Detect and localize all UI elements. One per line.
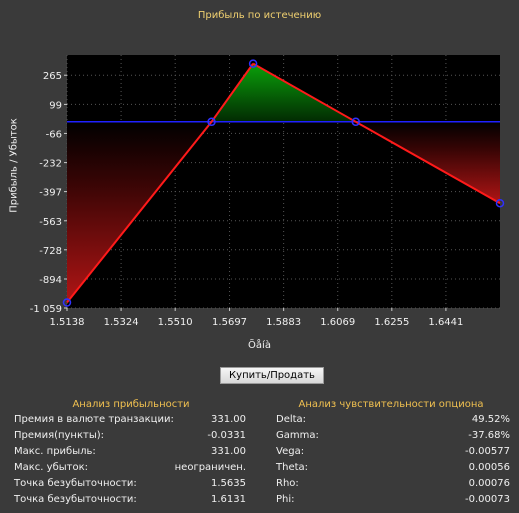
sensitivity-value: 0.00056	[468, 462, 510, 473]
sensitivity-row: Delta: 49.52%	[276, 414, 510, 428]
profit-analysis-label: Точка безубыточности:	[14, 478, 137, 489]
sensitivity-analysis-title: Анализ чувствительности опциона	[298, 399, 484, 410]
payoff-point	[351, 117, 361, 127]
y-tick-label: -66	[46, 129, 62, 140]
profit-analysis-row: Точка безубыточности: 1.5635	[14, 478, 246, 492]
sensitivity-label: Theta:	[276, 462, 309, 473]
x-axis-label: Õåíà	[248, 340, 271, 351]
sensitivity-label: Phi:	[276, 494, 295, 505]
chart-title: Прибыль по истечению	[197, 10, 322, 21]
payoff-point	[62, 298, 72, 307]
profit-analysis-value: 1.5635	[211, 478, 246, 489]
profit-area	[211, 63, 356, 122]
sensitivity-row: Vega: -0.00577	[276, 446, 510, 460]
y-tick-label: -1 059	[30, 304, 62, 315]
y-tick-label: -563	[39, 217, 62, 228]
profit-analysis-value: неограничен.	[174, 462, 246, 473]
sensitivity-value: -0.00073	[465, 494, 510, 505]
payoff-point	[207, 117, 216, 127]
profit-analysis-label: Премия(пункты):	[14, 430, 105, 441]
profit-analysis-title: Анализ прибыльности	[72, 399, 190, 410]
sensitivity-label: Gamma:	[276, 430, 319, 441]
sensitivity-row: Phi: -0.00073	[276, 494, 510, 508]
y-tick-label: 265	[43, 71, 62, 82]
sensitivity-row: Theta: 0.00056	[276, 462, 510, 476]
y-tick-label: -728	[39, 246, 62, 257]
x-tick-label: 1.5697	[212, 317, 247, 328]
x-tick-label: 1.5510	[158, 317, 193, 328]
profit-analysis-label: Точка безубыточности:	[14, 494, 137, 505]
profit-analysis-value: 331.00	[211, 446, 246, 457]
sensitivity-row: Gamma: -37.68%	[276, 430, 510, 444]
payoff-segment	[66, 121, 213, 304]
x-ticks: 1.5138 1.5324 1.5510 1.5697 1.5883 1.6069 1.62…	[50, 308, 463, 328]
y-tick-label: -894	[39, 275, 62, 286]
payoff-point	[495, 198, 505, 208]
sensitivity-value: 49.52%	[471, 414, 510, 425]
sensitivity-row: Rho: 0.00076	[276, 478, 510, 492]
y-axis-label: Прибыль / Убыток	[8, 118, 20, 213]
profit-analysis-row: Премия в валюте транзакции: 331.00	[14, 414, 246, 428]
sensitivity-value: 0.00076	[468, 478, 510, 489]
buy-sell-button[interactable]: Купить/Продать	[220, 367, 324, 384]
x-tick-label: 1.5138	[50, 317, 85, 328]
profit-analysis-value: 331.00	[211, 414, 246, 425]
profit-analysis-label: Премия в валюте транзакции:	[14, 414, 174, 425]
payoff-segment	[252, 62, 357, 123]
payoff-segment	[355, 120, 501, 205]
sensitivity-label: Rho:	[276, 478, 299, 489]
profit-analysis-label: Макс. убыток:	[14, 462, 88, 473]
x-tick-label: 1.5883	[266, 317, 301, 328]
y-tick-label: 99	[49, 100, 62, 111]
payoff-point	[248, 59, 258, 68]
y-ticks: 265 99 -66 -232 -397 -563 -728 -894 -1 059	[30, 71, 67, 315]
profit-analysis-value: -0.0331	[207, 430, 246, 441]
profit-analysis-row: Макс. убыток: неограничен.	[14, 462, 246, 476]
payoff-lines	[62, 59, 505, 307]
profit-analysis-row: Макс. прибыль: 331.00	[14, 446, 246, 460]
x-tick-label: 1.6255	[374, 317, 409, 328]
profit-analysis-row: Точка безубыточности: 1.6131	[14, 494, 246, 508]
profit-analysis-row: Премия(пункты): -0.0331	[14, 430, 246, 444]
sensitivity-value: -0.00577	[465, 446, 510, 457]
sensitivity-value: -37.68%	[468, 430, 510, 441]
profit-analysis-value: 1.6131	[211, 494, 246, 505]
x-tick-label: 1.6441	[428, 317, 463, 328]
payoff-segment	[210, 63, 254, 123]
sensitivity-label: Delta:	[276, 414, 307, 425]
sensitivity-label: Vega:	[276, 446, 305, 457]
y-tick-label: -232	[39, 159, 62, 170]
profit-chart: 265 99 -66 -232 -397 -563 -728 -894 -1 059 1.513…	[30, 55, 505, 328]
x-tick-label: 1.5324	[104, 317, 139, 328]
x-tick-label: 1.6069	[320, 317, 355, 328]
y-tick-label: -397	[39, 188, 62, 199]
profit-analysis-label: Макс. прибыль:	[14, 446, 96, 457]
